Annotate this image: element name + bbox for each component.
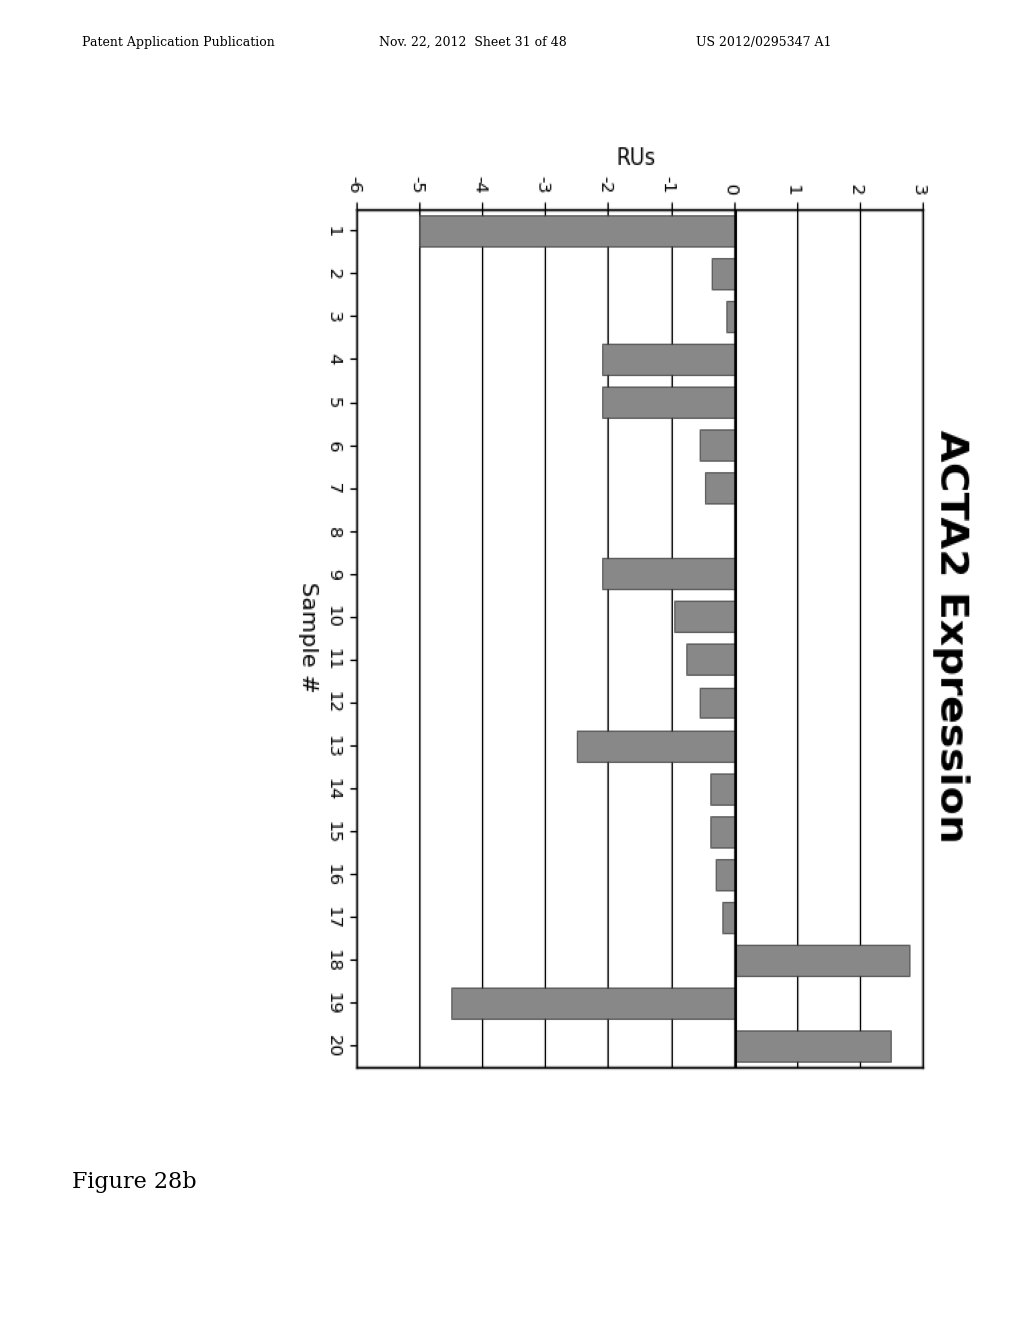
Text: US 2012/0295347 A1: US 2012/0295347 A1 [696,36,831,49]
Text: Nov. 22, 2012  Sheet 31 of 48: Nov. 22, 2012 Sheet 31 of 48 [379,36,566,49]
Text: Patent Application Publication: Patent Application Publication [82,36,274,49]
Text: Figure 28b: Figure 28b [72,1171,197,1193]
